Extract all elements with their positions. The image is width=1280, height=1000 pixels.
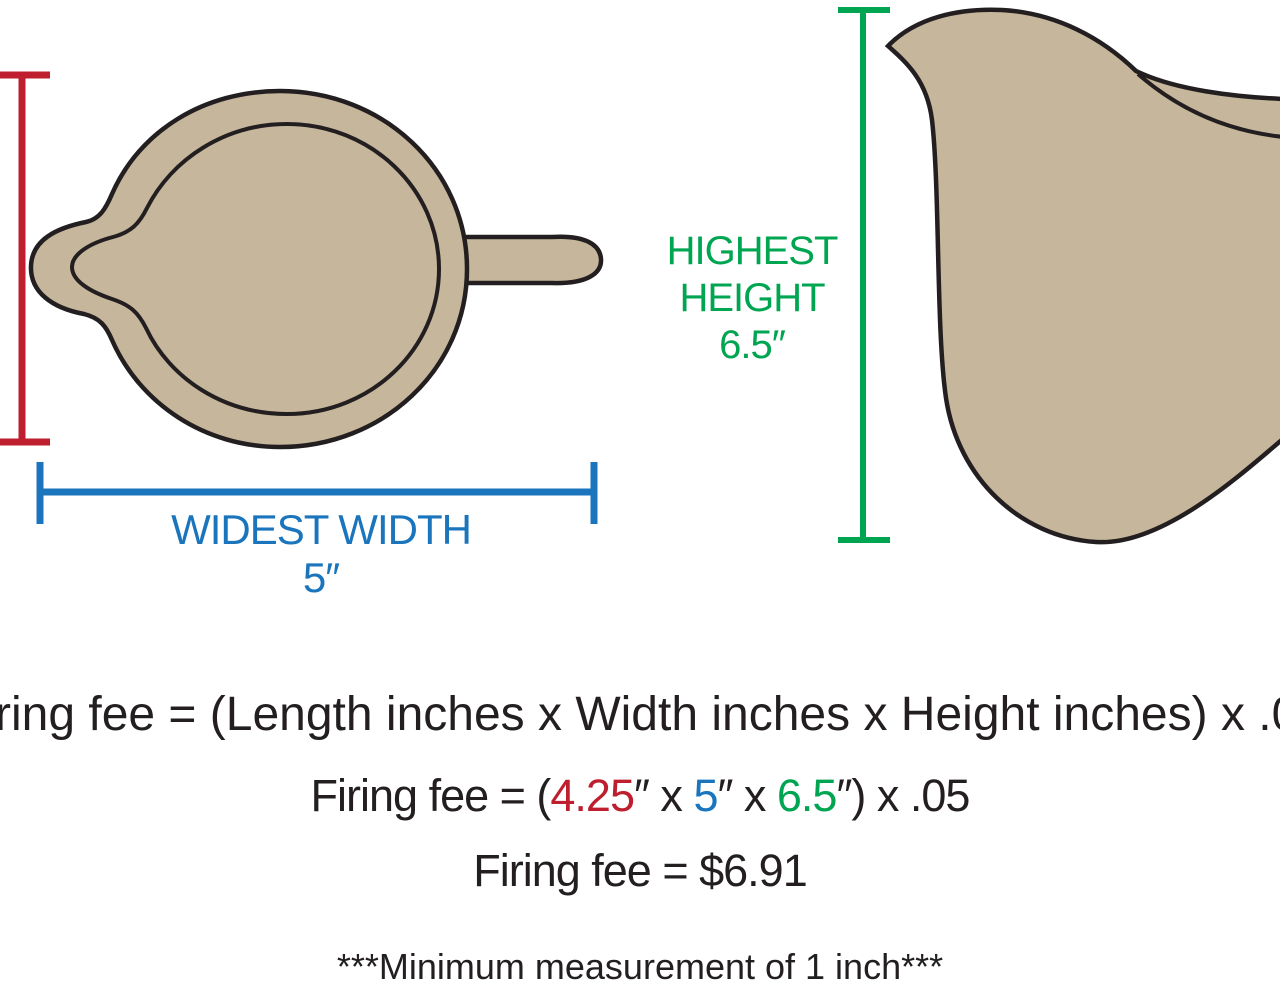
widest-width-text: WIDEST WIDTH: [171, 506, 472, 553]
bird-wing-line: [1136, 72, 1280, 139]
pitcher-body-outline: [28, 88, 470, 450]
minimum-measurement-note: ***Minimum measurement of 1 inch***: [336, 946, 944, 987]
highest-height-value: 6.5″: [719, 323, 786, 368]
widest-width-value: 5″: [302, 553, 340, 601]
firing-fee-formula-values: Firing fee = (4.25″ x 5″ x 6.5″) x .05: [310, 770, 971, 822]
widest-width-label: WIDEST WIDTH 5″: [96, 506, 546, 602]
width-bracket-blue: [36, 462, 598, 524]
highest-height-label: HIGHEST HEIGHT 6.5″: [652, 228, 852, 370]
pitcher-top-view: [28, 88, 604, 450]
pitcher-inner-rim: [69, 121, 442, 417]
width-value: 5: [693, 770, 718, 821]
height-value: 6.5: [776, 770, 838, 821]
bird-body-outline: [884, 7, 1280, 545]
highest-height-text-line1: HIGHEST: [666, 229, 839, 273]
length-bracket-red: [0, 71, 50, 446]
formula-prefix: Firing fee = (: [310, 770, 552, 821]
formula-sep2: ″ x: [717, 770, 777, 821]
bird-side-view: [884, 7, 1280, 545]
length-value: 4.25: [550, 770, 635, 821]
formula-sep1: ″ x: [634, 770, 694, 821]
firing-fee-result: Firing fee = $6.91: [473, 845, 807, 896]
pitcher-handle: [427, 234, 604, 286]
formula-suffix: ″) x .05: [836, 770, 970, 821]
height-bracket-green: [838, 7, 890, 543]
firing-fee-formula-general: Firing fee = (Length inches x Width inch…: [0, 688, 1280, 741]
highest-height-text-line2: HEIGHT: [679, 276, 825, 321]
